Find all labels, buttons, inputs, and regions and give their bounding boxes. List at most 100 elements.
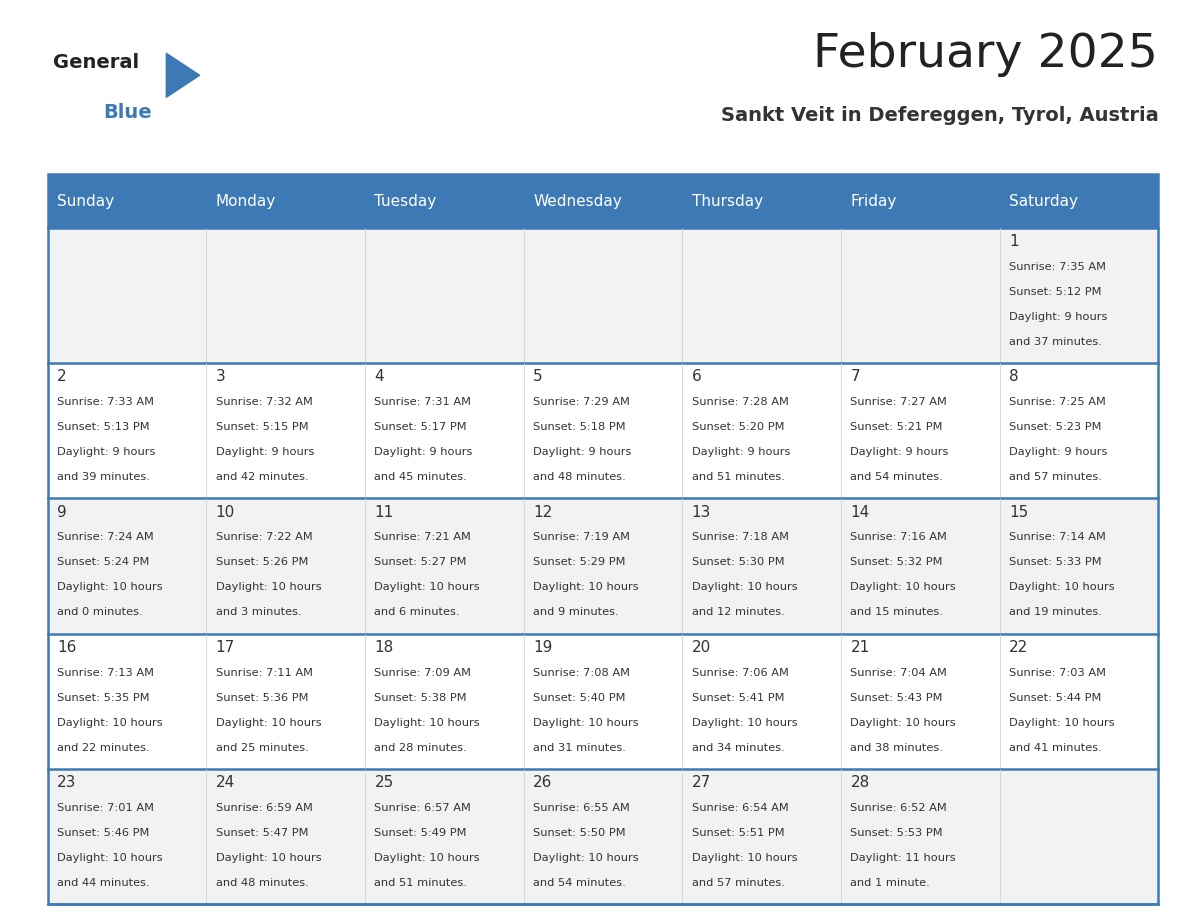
Text: 2: 2 (57, 369, 67, 385)
Text: Tuesday: Tuesday (374, 194, 437, 208)
Text: Sunset: 5:47 PM: Sunset: 5:47 PM (216, 828, 308, 838)
Text: and 12 minutes.: and 12 minutes. (691, 608, 784, 618)
Bar (48, 174, 1158, 228)
Text: February 2025: February 2025 (814, 32, 1158, 77)
Text: Daylight: 10 hours: Daylight: 10 hours (851, 582, 956, 592)
Text: Daylight: 10 hours: Daylight: 10 hours (533, 718, 639, 728)
Text: and 1 minute.: and 1 minute. (851, 878, 930, 888)
Text: Sunrise: 7:11 AM: Sunrise: 7:11 AM (216, 667, 312, 677)
Text: 4: 4 (374, 369, 384, 385)
Text: and 42 minutes.: and 42 minutes. (216, 472, 309, 482)
Bar (48, 228, 1158, 363)
Text: and 3 minutes.: and 3 minutes. (216, 608, 302, 618)
Text: Sunrise: 7:25 AM: Sunrise: 7:25 AM (1009, 397, 1106, 407)
Text: Daylight: 10 hours: Daylight: 10 hours (374, 718, 480, 728)
Text: Daylight: 9 hours: Daylight: 9 hours (691, 447, 790, 457)
Text: Sunset: 5:35 PM: Sunset: 5:35 PM (57, 692, 150, 702)
Text: Sunrise: 7:14 AM: Sunrise: 7:14 AM (1009, 532, 1106, 543)
Bar (48, 363, 1158, 498)
Text: Sunrise: 7:22 AM: Sunrise: 7:22 AM (216, 532, 312, 543)
Text: 14: 14 (851, 505, 870, 520)
Text: Daylight: 10 hours: Daylight: 10 hours (216, 853, 321, 863)
Text: Sunset: 5:40 PM: Sunset: 5:40 PM (533, 692, 626, 702)
Text: Sunrise: 7:19 AM: Sunrise: 7:19 AM (533, 532, 630, 543)
Text: Sunset: 5:33 PM: Sunset: 5:33 PM (1009, 557, 1101, 567)
Text: Daylight: 9 hours: Daylight: 9 hours (374, 447, 473, 457)
Text: Sunrise: 7:33 AM: Sunrise: 7:33 AM (57, 397, 154, 407)
Text: and 51 minutes.: and 51 minutes. (374, 878, 467, 888)
Text: 1: 1 (1009, 234, 1019, 249)
Text: Daylight: 10 hours: Daylight: 10 hours (533, 853, 639, 863)
Text: Daylight: 10 hours: Daylight: 10 hours (216, 718, 321, 728)
Text: Sunrise: 7:01 AM: Sunrise: 7:01 AM (57, 803, 154, 812)
Text: Daylight: 9 hours: Daylight: 9 hours (533, 447, 632, 457)
Text: Daylight: 10 hours: Daylight: 10 hours (1009, 582, 1114, 592)
Text: Daylight: 10 hours: Daylight: 10 hours (691, 718, 797, 728)
Text: Sunrise: 6:59 AM: Sunrise: 6:59 AM (216, 803, 312, 812)
Text: and 39 minutes.: and 39 minutes. (57, 472, 150, 482)
Text: Blue: Blue (103, 103, 152, 122)
Text: Sunset: 5:12 PM: Sunset: 5:12 PM (1009, 286, 1101, 297)
Text: Sunrise: 7:09 AM: Sunrise: 7:09 AM (374, 667, 472, 677)
Text: and 28 minutes.: and 28 minutes. (374, 743, 467, 753)
Text: Monday: Monday (216, 194, 276, 208)
Text: Daylight: 9 hours: Daylight: 9 hours (1009, 312, 1107, 321)
Text: Sunrise: 7:27 AM: Sunrise: 7:27 AM (851, 397, 947, 407)
Text: Daylight: 10 hours: Daylight: 10 hours (851, 718, 956, 728)
Text: 17: 17 (216, 640, 235, 655)
Text: Sunrise: 7:06 AM: Sunrise: 7:06 AM (691, 667, 789, 677)
Text: Sunset: 5:30 PM: Sunset: 5:30 PM (691, 557, 784, 567)
Text: 22: 22 (1009, 640, 1029, 655)
Text: Daylight: 9 hours: Daylight: 9 hours (57, 447, 156, 457)
Text: 18: 18 (374, 640, 393, 655)
Text: 28: 28 (851, 776, 870, 790)
Text: Sunrise: 7:16 AM: Sunrise: 7:16 AM (851, 532, 947, 543)
Text: and 54 minutes.: and 54 minutes. (533, 878, 626, 888)
Text: 12: 12 (533, 505, 552, 520)
Text: Sunrise: 7:28 AM: Sunrise: 7:28 AM (691, 397, 789, 407)
Text: 8: 8 (1009, 369, 1019, 385)
Text: Sunset: 5:46 PM: Sunset: 5:46 PM (57, 828, 150, 838)
Text: Sunrise: 7:31 AM: Sunrise: 7:31 AM (374, 397, 472, 407)
Text: and 0 minutes.: and 0 minutes. (57, 608, 143, 618)
Text: Daylight: 10 hours: Daylight: 10 hours (57, 582, 163, 592)
Text: Sunset: 5:49 PM: Sunset: 5:49 PM (374, 828, 467, 838)
Text: and 37 minutes.: and 37 minutes. (1009, 337, 1102, 347)
Text: and 54 minutes.: and 54 minutes. (851, 472, 943, 482)
Text: Daylight: 9 hours: Daylight: 9 hours (216, 447, 314, 457)
Text: Sankt Veit in Defereggen, Tyrol, Austria: Sankt Veit in Defereggen, Tyrol, Austria (721, 106, 1158, 125)
Text: and 22 minutes.: and 22 minutes. (57, 743, 150, 753)
Text: 16: 16 (57, 640, 76, 655)
Text: and 34 minutes.: and 34 minutes. (691, 743, 784, 753)
Text: Sunset: 5:41 PM: Sunset: 5:41 PM (691, 692, 784, 702)
Text: Sunset: 5:51 PM: Sunset: 5:51 PM (691, 828, 784, 838)
Text: Sunset: 5:50 PM: Sunset: 5:50 PM (533, 828, 626, 838)
Text: 20: 20 (691, 640, 710, 655)
Text: and 57 minutes.: and 57 minutes. (691, 878, 784, 888)
Text: 5: 5 (533, 369, 543, 385)
Text: Sunrise: 6:52 AM: Sunrise: 6:52 AM (851, 803, 947, 812)
Text: 24: 24 (216, 776, 235, 790)
Text: Daylight: 10 hours: Daylight: 10 hours (216, 582, 321, 592)
Text: and 6 minutes.: and 6 minutes. (374, 608, 460, 618)
Text: 6: 6 (691, 369, 701, 385)
Text: Daylight: 10 hours: Daylight: 10 hours (691, 582, 797, 592)
Bar (48, 498, 1158, 633)
Text: 15: 15 (1009, 505, 1029, 520)
Text: Sunrise: 7:08 AM: Sunrise: 7:08 AM (533, 667, 630, 677)
Text: Sunset: 5:20 PM: Sunset: 5:20 PM (691, 422, 784, 432)
Text: 19: 19 (533, 640, 552, 655)
Text: and 15 minutes.: and 15 minutes. (851, 608, 943, 618)
Text: 23: 23 (57, 776, 76, 790)
Text: Daylight: 10 hours: Daylight: 10 hours (374, 582, 480, 592)
Text: Sunset: 5:13 PM: Sunset: 5:13 PM (57, 422, 150, 432)
Text: Thursday: Thursday (691, 194, 763, 208)
Text: and 48 minutes.: and 48 minutes. (216, 878, 309, 888)
Text: Daylight: 11 hours: Daylight: 11 hours (851, 853, 956, 863)
Text: 9: 9 (57, 505, 67, 520)
Text: Sunrise: 7:29 AM: Sunrise: 7:29 AM (533, 397, 630, 407)
Bar (48, 633, 1158, 769)
Text: and 9 minutes.: and 9 minutes. (533, 608, 619, 618)
Text: Sunset: 5:26 PM: Sunset: 5:26 PM (216, 557, 308, 567)
Text: Daylight: 10 hours: Daylight: 10 hours (57, 718, 163, 728)
